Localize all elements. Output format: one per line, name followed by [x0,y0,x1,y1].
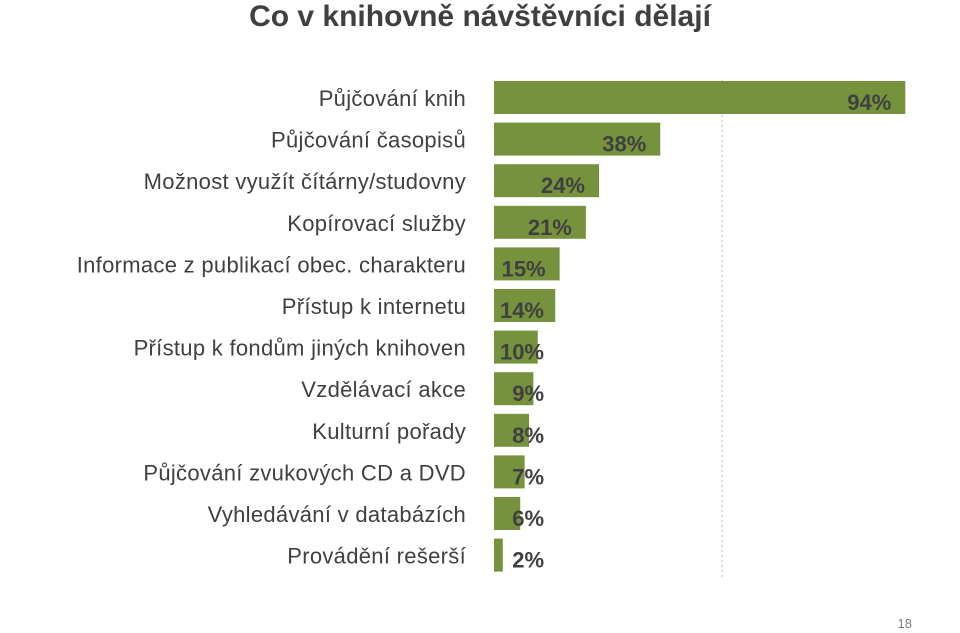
bar [494,455,525,489]
category-label: Vzdělávací akce [301,377,466,402]
value-label: 7% [512,464,544,489]
bar [494,372,534,406]
page-title: Co v knihovně návštěvníci dělají [249,0,711,33]
value-label: 94% [847,90,891,115]
bar [494,164,600,198]
bar [494,205,586,239]
value-label: 9% [512,381,544,406]
bar [494,247,560,281]
bar [494,122,661,156]
value-label: 14% [500,298,544,323]
bar [494,330,538,364]
category-label: Přístup k fondům jiných knihoven [134,336,466,361]
value-label: 6% [512,506,544,531]
category-label: Kopírovací služby [287,211,466,236]
category-label: Půjčování časopisů [271,128,466,153]
category-labels: Půjčování knih Půjčování časopisů Možnost … [77,86,466,569]
value-label: 8% [512,423,544,448]
page-number: 18 [897,616,912,631]
bar [494,413,530,447]
bar [494,81,906,114]
category-label: Přístup k internetu [282,294,466,319]
value-label: 24% [541,173,585,198]
bar [494,497,521,530]
category-label: Půjčování zvukových CD a DVD [143,460,466,485]
category-label: Informace z publikací obec. charakteru [77,252,466,277]
value-label: 21% [528,215,572,240]
value-label: 38% [602,132,646,157]
bar [494,289,556,322]
category-label: Možnost využít čítárny/studovny [144,169,466,194]
bar [494,538,503,572]
category-label: Vyhledávání v databázích [208,502,466,527]
chart-bars [494,81,906,572]
value-labels: 94% 38% 24% 21% 15% 14% 10% 9% 8% 7% 6% 2% [500,90,891,573]
category-label: Kulturní pořady [312,419,466,444]
value-label: 15% [502,256,546,281]
category-label: Půjčování knih [319,86,466,111]
value-label: 2% [512,548,544,573]
value-label: 10% [500,340,544,365]
category-label: Provádění rešerší [287,544,466,569]
